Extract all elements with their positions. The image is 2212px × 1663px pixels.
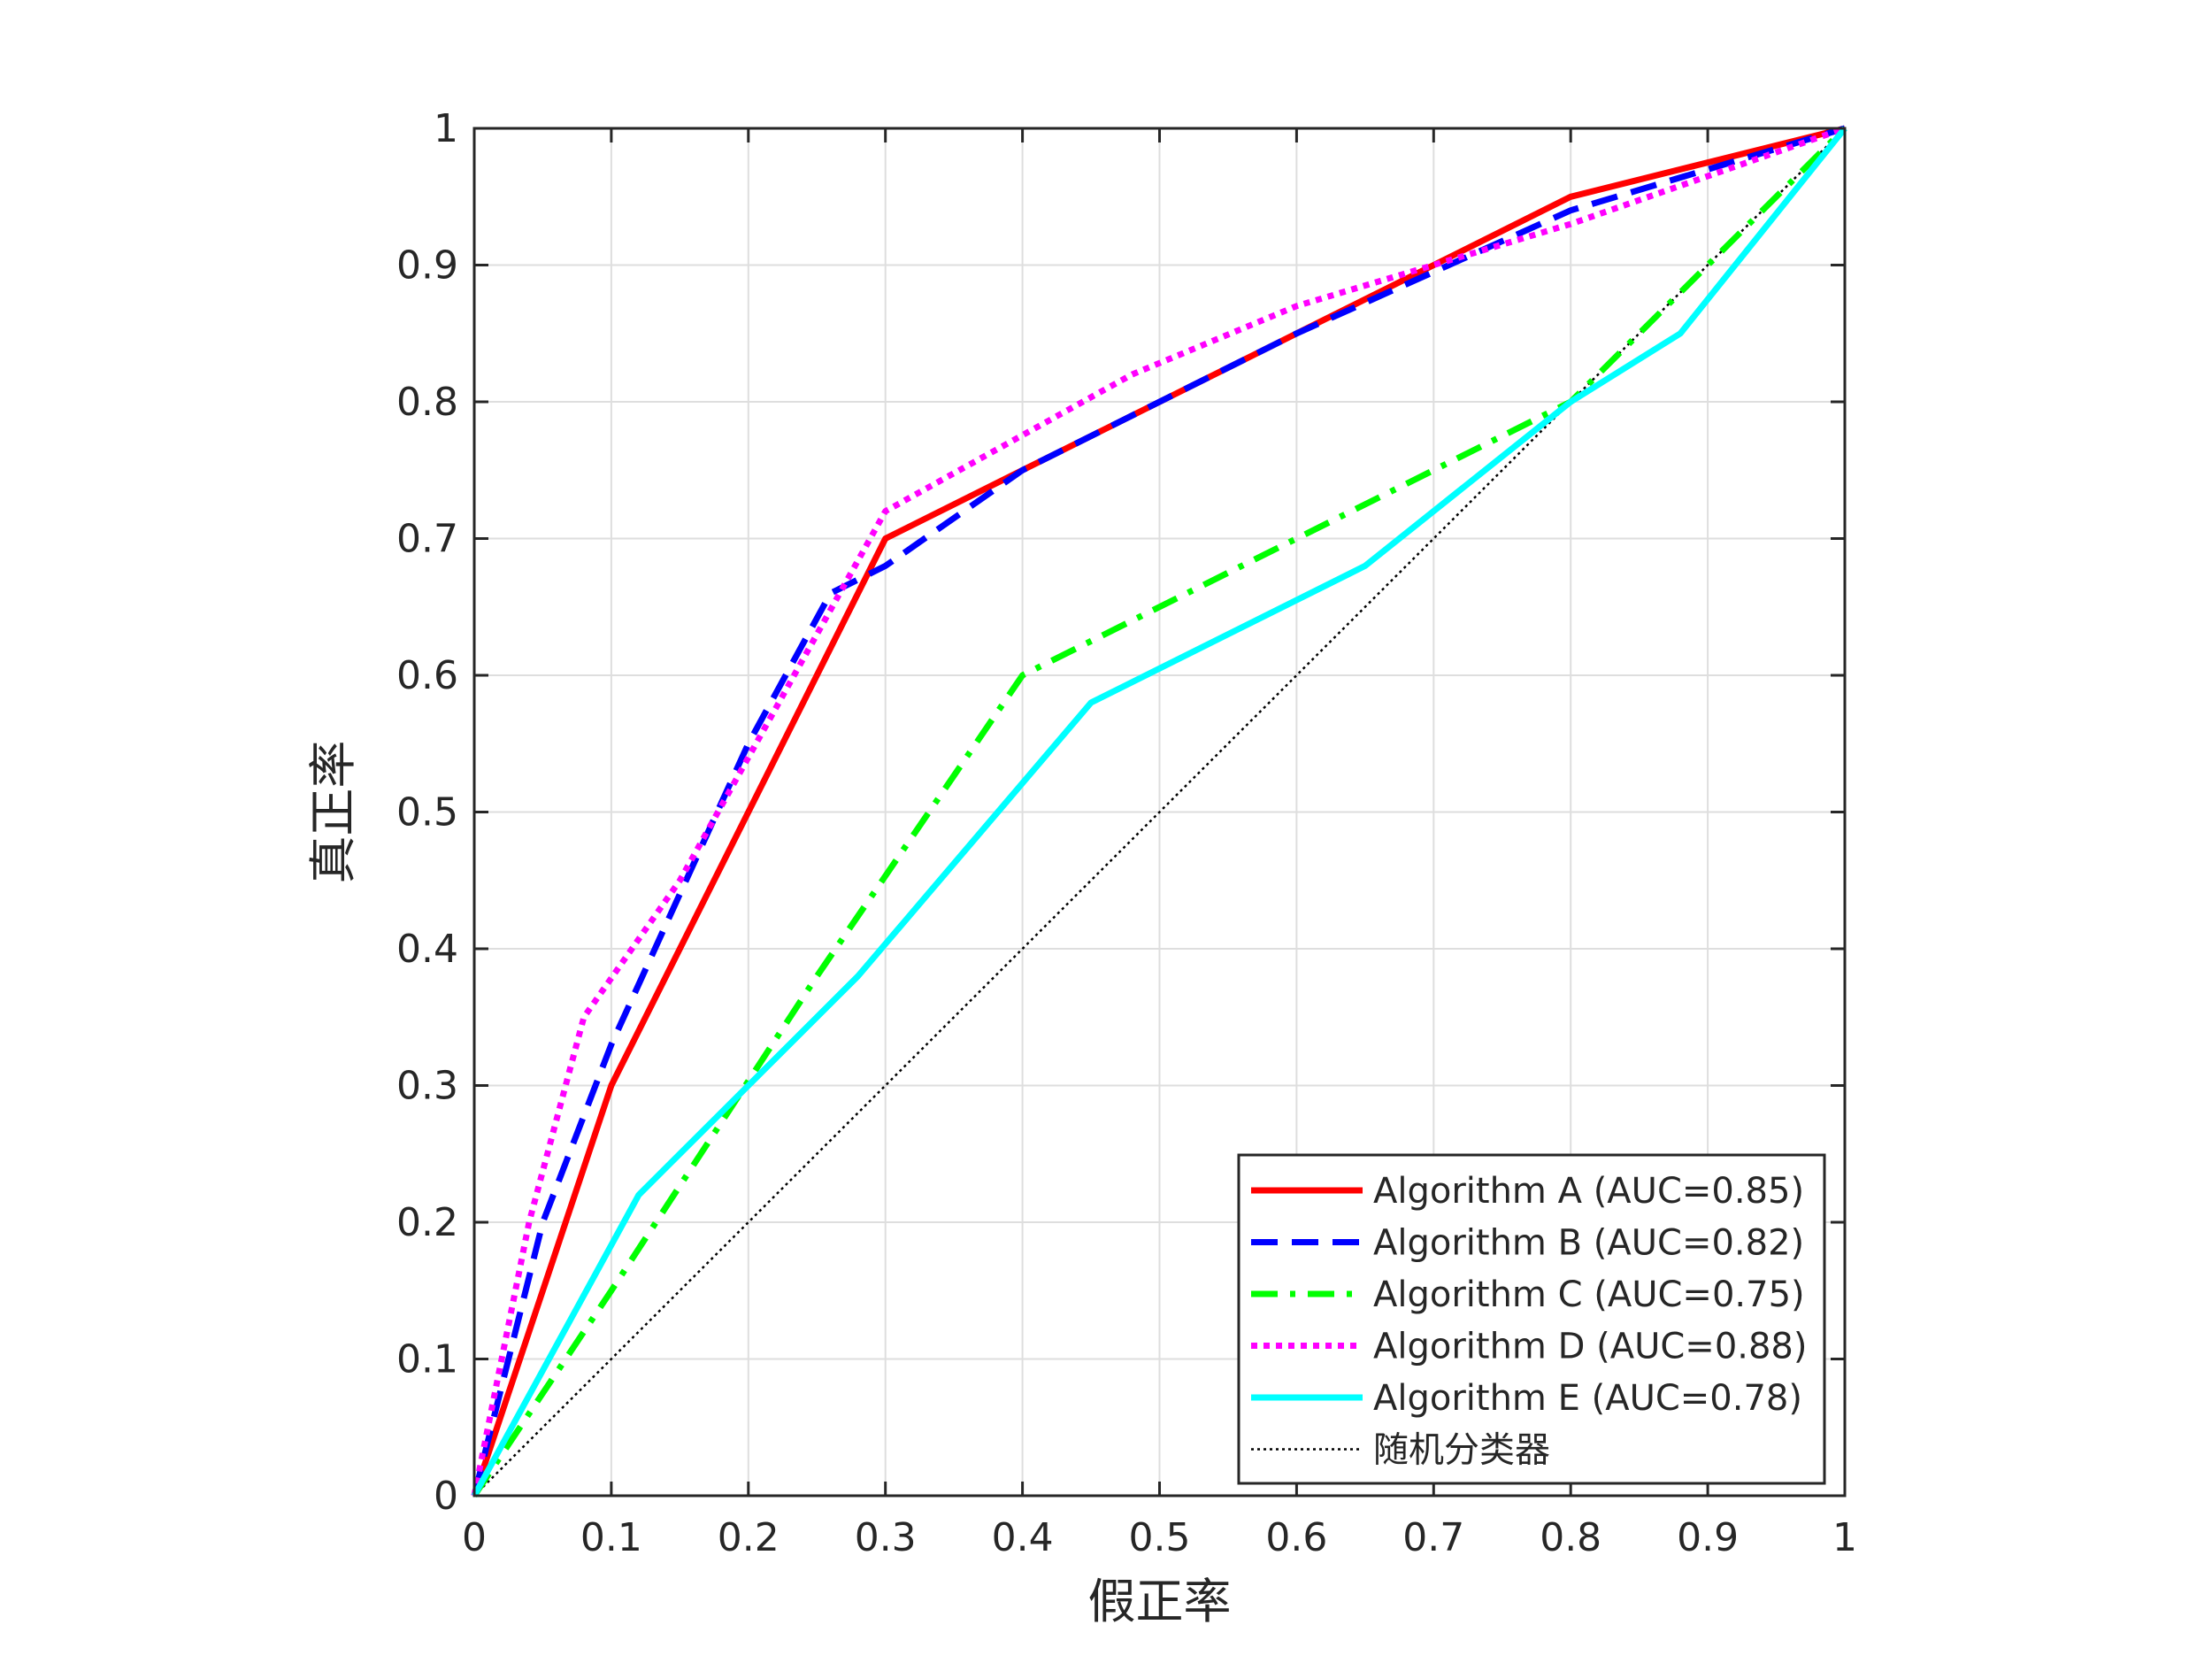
y-tick-label: 0.6 (396, 653, 458, 698)
y-axis-label: 真正率 (305, 741, 361, 884)
y-tick-label: 0.7 (396, 517, 458, 562)
x-tick-label: 0.3 (855, 1515, 917, 1560)
x-tick-label: 0.6 (1265, 1515, 1327, 1560)
legend-label: Algorithm D (AUC=0.88) (1373, 1327, 1808, 1367)
random-classifier-line (473, 127, 1846, 1497)
y-tick-label: 0.2 (396, 1200, 458, 1245)
y-tick-label: 0 (434, 1474, 458, 1519)
legend-items: Algorithm A (AUC=0.85) Algorithm B (AUC=0… (1251, 1171, 1808, 1471)
legend-label: 随机分类器 (1373, 1430, 1550, 1471)
x-tick-label: 0 (462, 1515, 487, 1560)
legend-label: Algorithm A (AUC=0.85) (1373, 1171, 1804, 1212)
diagonal-layer (473, 127, 1846, 1497)
x-tick-label: 0.5 (1129, 1515, 1191, 1560)
y-tick-label: 1 (434, 106, 458, 151)
y-tick-label: 0.8 (396, 380, 458, 425)
series-4-line (471, 125, 1847, 1497)
y-tick-label: 0.3 (396, 1064, 458, 1109)
series-lines (471, 125, 1847, 1497)
legend-label: Algorithm C (AUC=0.75) (1373, 1274, 1805, 1315)
x-tick-label: 0.7 (1402, 1515, 1464, 1560)
x-tick-label: 1 (1832, 1515, 1857, 1560)
y-tick-label: 0.9 (396, 243, 458, 289)
y-tick-labels: 0 0.1 0.2 0.3 0.4 0.5 0.6 0.7 0.8 0.9 1 (396, 106, 458, 1519)
x-tick-label: 0.1 (580, 1515, 642, 1560)
x-tick-label: 0.8 (1540, 1515, 1601, 1560)
series-2-line (471, 125, 1847, 1497)
y-tick-label: 0.4 (396, 927, 458, 972)
series-5-line (471, 126, 1847, 1497)
y-tick-label: 0.5 (396, 790, 458, 835)
y-tick-label: 0.1 (396, 1337, 458, 1382)
legend-label: Algorithm E (AUC=0.78) (1373, 1378, 1802, 1419)
x-axis-label: 假正率 (1088, 1574, 1232, 1629)
legend-box (1237, 1153, 1826, 1485)
x-tick-labels: 0 0.1 0.2 0.3 0.4 0.5 0.6 0.7 0.8 0.9 1 (462, 1515, 1857, 1560)
legend-label: Algorithm B (AUC=0.82) (1373, 1223, 1804, 1264)
x-tick-label: 0.4 (992, 1515, 1054, 1560)
x-tick-label: 0.9 (1677, 1515, 1739, 1560)
legend: Algorithm A (AUC=0.85) Algorithm B (AUC=0… (1237, 1153, 1826, 1485)
x-tick-label: 0.2 (718, 1515, 780, 1560)
